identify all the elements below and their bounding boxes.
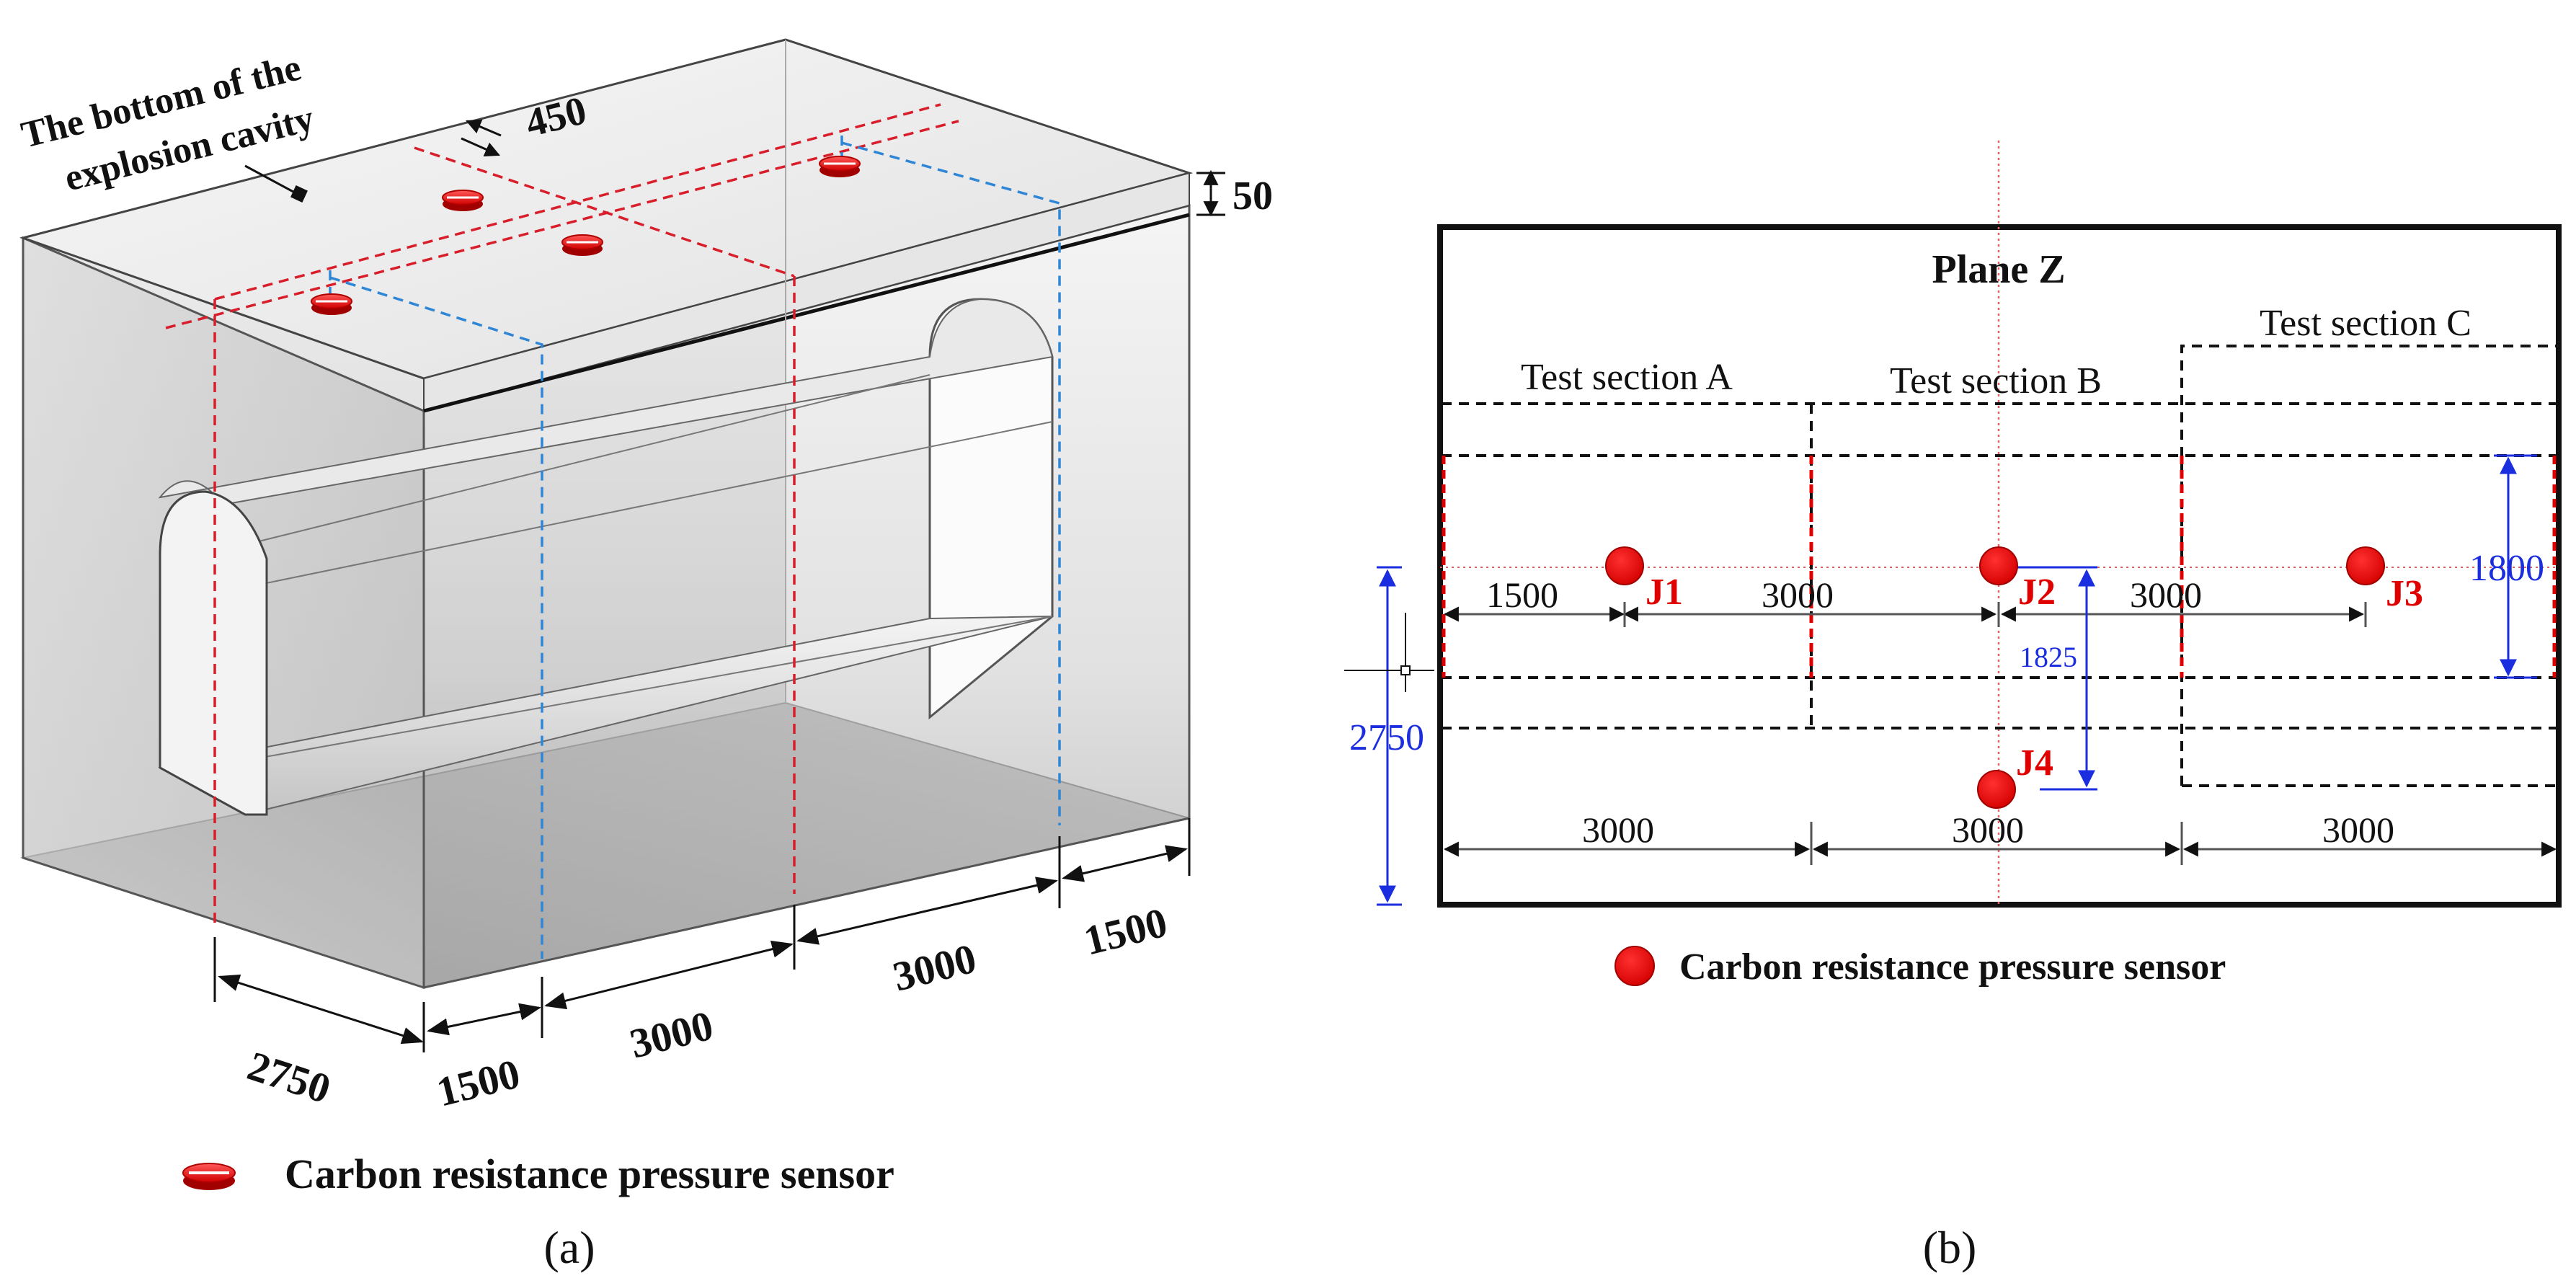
dim-b-1800: 1800 (2469, 548, 2544, 589)
red-dash-section-1 (214, 103, 941, 301)
blue-dash-section-1 (329, 276, 543, 959)
top-slab-edge (423, 172, 1190, 412)
sensor-j1-label: J1 (1645, 572, 1683, 613)
section-lines (165, 103, 1061, 959)
plan-dim-labels: 1500 3000 3000 3000 3000 3000 (1486, 575, 2394, 850)
dim-3000-mid-right-label: 3000 (888, 934, 980, 1000)
sensor-3d-1 (311, 293, 352, 315)
panel-b-plan-view: Plane Z Test section A Test section B Te… (1344, 141, 2562, 1273)
legend-a-sensor-icon (182, 1163, 236, 1190)
red-dash-section-2 (414, 146, 795, 278)
cavity-leader-dot (290, 185, 308, 203)
dim-1500-right-label: 1500 (1079, 898, 1171, 964)
sensor-j3-label: J3 (2386, 573, 2423, 614)
panel-a-3d-model: The bottom of the explosion cavity 450 5… (17, 38, 1273, 1273)
dim-b-3000-j2j3: 3000 (2130, 575, 2202, 615)
origin-marker (1344, 613, 1434, 692)
legend-b-label: Carbon resistance pressure sensor (1679, 946, 2226, 988)
plan-dims (1443, 602, 2557, 865)
cavity-leader-line (244, 164, 302, 198)
dim-b-bottom-3000-c: 3000 (2322, 810, 2394, 850)
section-b-label: Test section B (1890, 360, 2102, 402)
legend-a-label: Carbon resistance pressure sensor (285, 1150, 894, 1197)
sensors-3d (311, 156, 861, 315)
tunnel-spring-line-2 (244, 421, 1053, 588)
dim-b-3000-j1j2: 3000 (1762, 575, 1834, 615)
sensor-j4-label: J4 (2016, 742, 2053, 784)
red-dash-section-5 (165, 120, 959, 329)
section-labels: Test section A Test section B Test secti… (1521, 303, 2471, 402)
dim-1500-left-label: 1500 (432, 1050, 524, 1115)
tunnel-spring-line-1 (159, 374, 931, 567)
plane-z-title: Plane Z (1932, 247, 2065, 292)
dim-b-bottom-3000-a: 3000 (1582, 810, 1654, 850)
section-c-label: Test section C (2260, 303, 2471, 344)
blue-dim-labels: 1825 1800 2750 (1349, 548, 2544, 758)
blue-dash-section-2 (841, 141, 1061, 825)
tunnel-near-opening (159, 490, 268, 816)
tunnel-floor-line (244, 616, 1053, 761)
dim-50-label: 50 (1233, 174, 1273, 218)
caption-a: (a) (543, 1222, 595, 1273)
sensor-j4: J4 (1977, 742, 2053, 809)
sensor-j1: J1 (1605, 546, 1683, 613)
sensor-3d-3 (561, 234, 603, 256)
dim-3000-mid-left-label: 3000 (625, 1001, 717, 1067)
dim-b-1500: 1500 (1486, 575, 1558, 615)
dim-b-bottom-3000-b: 3000 (1952, 810, 2024, 850)
dim-2750-label: 2750 (242, 1042, 336, 1113)
caption-b: (b) (1923, 1222, 1977, 1273)
slab-bottom-line (423, 213, 1190, 413)
dims-bottom-3d (213, 818, 1191, 1052)
tunnel-body (158, 298, 1054, 506)
legend-b-sensor-icon (1615, 946, 1655, 986)
blue-dims (1377, 454, 2537, 906)
dim-b-1825: 1825 (2020, 641, 2077, 673)
tunnel (158, 298, 1054, 816)
dim-b-2750: 2750 (1349, 717, 1424, 758)
legend-b: Carbon resistance pressure sensor (1615, 946, 2226, 988)
sensor-j3: J3 (2346, 546, 2423, 614)
sensor-3d-2 (442, 190, 484, 211)
red-section-markers (1442, 456, 2557, 678)
legend-a: Carbon resistance pressure sensor (182, 1150, 894, 1197)
sensors-plan: J1 J2 J3 J4 (1605, 546, 2423, 809)
dim-50: 50 (1196, 169, 1273, 218)
sensor-j2-label: J2 (2018, 572, 2056, 613)
sensor-3d-4 (819, 156, 861, 177)
section-a-label: Test section A (1521, 357, 1733, 398)
sensor-j2: J2 (1979, 546, 2056, 613)
section-c-box (2180, 345, 2557, 786)
